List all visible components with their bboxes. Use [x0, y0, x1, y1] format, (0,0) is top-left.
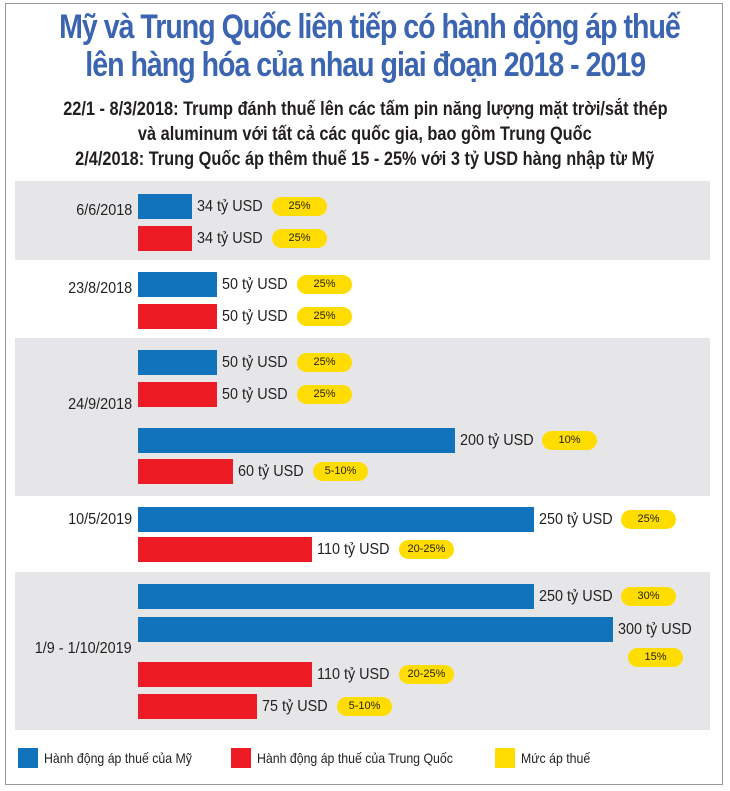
tariff-rate-pill: 25%	[297, 275, 352, 294]
date-label: 24/9/2018	[0, 396, 132, 414]
bar-value-label: 250 tỷ USD	[539, 584, 621, 609]
title-line-2-text: lên hàng hóa của nhau giai đoạn 2018 - 2…	[85, 46, 646, 84]
bar-value-label: 110 tỷ USD	[317, 662, 398, 687]
date-label: 6/6/2018	[0, 202, 132, 220]
bar-value-label-text: 50 tỷ USD	[222, 308, 288, 325]
bar-value-label-text: 110 tỷ USD	[317, 541, 390, 558]
tariff-rate-pill: 30%	[621, 587, 676, 606]
bar-us	[138, 428, 455, 453]
bar-value-label: 50 tỷ USD	[222, 382, 295, 407]
bar-value-label-text: 300 tỷ USD	[618, 621, 692, 638]
bar-value-label-text: 250 tỷ USD	[539, 588, 613, 605]
bar-us	[138, 350, 217, 375]
date-label-text: 23/8/2018	[67, 280, 132, 297]
title-line-1-text: Mỹ và Trung Quốc liên tiếp có hành động …	[59, 8, 681, 46]
tariff-rate-pill: 25%	[297, 385, 352, 404]
tariff-rate-pill: 15%	[628, 648, 683, 667]
bar-value-label: 34 tỷ USD	[197, 226, 270, 251]
date-label: 1/9 - 1/10/2019	[0, 640, 132, 658]
legend-label-china-text: Hành động áp thuế của Trung Quốc	[257, 750, 453, 766]
bar-value-label: 60 tỷ USD	[238, 459, 311, 484]
bar-value-label-text: 50 tỷ USD	[222, 276, 288, 293]
bar-china	[138, 694, 257, 719]
subtitle-line-2: và aluminum với tất cả các quốc gia, bao…	[0, 123, 730, 147]
date-label-text: 10/5/2019	[67, 511, 132, 528]
bar-value-label-text: 34 tỷ USD	[197, 198, 263, 215]
tariff-rate-pill: 25%	[621, 510, 676, 529]
bar-china	[138, 382, 217, 407]
date-group-band	[15, 181, 710, 260]
legend-label-rate: Mức áp thuế	[521, 749, 600, 767]
subtitle-line-3-text: 2/4/2018: Trung Quốc áp thêm thuế 15 - 2…	[75, 149, 655, 170]
tariff-rate-pill: 5-10%	[337, 697, 392, 716]
date-label: 23/8/2018	[0, 280, 132, 298]
bar-value-label: 50 tỷ USD	[222, 304, 295, 329]
bar-us	[138, 584, 534, 609]
legend-label-china: Hành động áp thuế của Trung Quốc	[257, 749, 480, 767]
bar-us	[138, 272, 217, 297]
infographic-frame	[5, 3, 723, 785]
title-line-1: Mỹ và Trung Quốc liên tiếp có hành động …	[0, 8, 730, 46]
bar-value-label: 50 tỷ USD	[222, 350, 295, 375]
bar-value-label-text: 60 tỷ USD	[238, 463, 304, 480]
tariff-rate-pill: 20-25%	[399, 540, 454, 559]
subtitle-line-3: 2/4/2018: Trung Quốc áp thêm thuế 15 - 2…	[0, 148, 730, 172]
subtitle-line-1-text: 22/1 - 8/3/2018: Trump đánh thuế lên các…	[62, 99, 668, 120]
legend-label-rate-text: Mức áp thuế	[521, 750, 591, 766]
tariff-rate-pill: 25%	[272, 197, 327, 216]
bar-value-label: 50 tỷ USD	[222, 272, 295, 297]
bar-value-label-text: 75 tỷ USD	[262, 698, 328, 715]
bar-china	[138, 304, 217, 329]
date-group-band	[15, 260, 710, 338]
tariff-rate-pill: 10%	[542, 431, 597, 450]
bar-value-label: 110 tỷ USD	[317, 537, 398, 562]
legend-label-us-text: Hành động áp thuế của Mỹ	[44, 750, 192, 766]
date-label: 10/5/2019	[0, 511, 132, 529]
bar-value-label: 250 tỷ USD	[539, 507, 621, 532]
bar-value-label-text: 200 tỷ USD	[460, 432, 534, 449]
bar-value-label-text: 250 tỷ USD	[539, 511, 613, 528]
bar-value-label-text: 110 tỷ USD	[317, 666, 390, 683]
date-label-text: 1/9 - 1/10/2019	[35, 640, 132, 657]
date-label-text: 6/6/2018	[75, 202, 132, 219]
bar-china	[138, 537, 312, 562]
bar-china	[138, 459, 233, 484]
tariff-rate-pill: 25%	[297, 353, 352, 372]
legend-swatch-china	[231, 748, 251, 768]
bar-us	[138, 194, 192, 219]
bar-china	[138, 226, 192, 251]
bar-value-label-text: 50 tỷ USD	[222, 386, 288, 403]
bar-value-label-text: 50 tỷ USD	[222, 354, 288, 371]
subtitle-line-2-text: và aluminum với tất cả các quốc gia, bao…	[138, 124, 592, 145]
bar-value-label: 300 tỷ USD	[618, 617, 700, 642]
tariff-rate-pill: 25%	[297, 307, 352, 326]
legend-swatch-us	[18, 748, 38, 768]
bar-us	[138, 617, 613, 642]
bar-value-label-text: 34 tỷ USD	[197, 230, 263, 247]
tariff-rate-pill: 20-25%	[399, 665, 454, 684]
tariff-rate-pill: 5-10%	[313, 462, 368, 481]
bar-china	[138, 662, 312, 687]
date-label-text: 24/9/2018	[67, 396, 132, 413]
tariff-rate-pill: 25%	[272, 229, 327, 248]
bar-value-label: 200 tỷ USD	[460, 428, 542, 453]
bar-value-label: 75 tỷ USD	[262, 694, 335, 719]
bar-value-label: 34 tỷ USD	[197, 194, 270, 219]
bar-us	[138, 507, 534, 532]
subtitle-line-1: 22/1 - 8/3/2018: Trump đánh thuế lên các…	[0, 98, 730, 122]
title-line-2: lên hàng hóa của nhau giai đoạn 2018 - 2…	[0, 46, 730, 84]
legend-swatch-rate	[495, 748, 515, 768]
legend-label-us: Hành động áp thuế của Mỹ	[44, 749, 212, 767]
